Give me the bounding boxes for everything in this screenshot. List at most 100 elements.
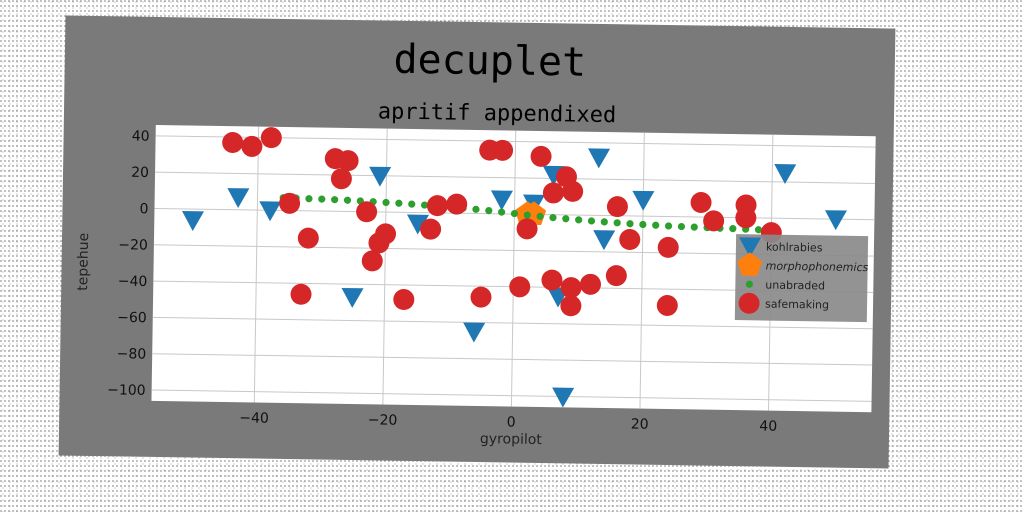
unabraded-point — [536, 212, 544, 220]
chart-subtitle: apritif appendixed — [378, 99, 617, 128]
y-tick-label: −60 — [117, 310, 147, 326]
safemaking-point — [516, 218, 538, 240]
unabraded-point — [485, 207, 493, 215]
unabraded-point — [613, 219, 621, 227]
safemaking-point — [290, 283, 312, 305]
safemaking-point — [337, 150, 359, 172]
y-tick-label: −80 — [117, 346, 147, 362]
safemaking-point — [541, 269, 563, 291]
kohlrabies-point — [182, 210, 205, 231]
safemaking-point — [530, 145, 552, 167]
legend: kohlrabies morphophonemics unabraded safema… — [734, 234, 869, 323]
safemaking-point — [619, 229, 641, 251]
unabraded-point — [600, 218, 608, 226]
unabraded-point — [305, 195, 313, 203]
safemaking-point — [560, 295, 582, 317]
legend-marker-safemaking — [738, 292, 760, 314]
unabraded-point — [690, 223, 698, 231]
unabraded-point — [331, 196, 339, 204]
unabraded-point — [754, 226, 763, 234]
safemaking-point — [606, 196, 628, 218]
unabraded-point — [472, 205, 480, 213]
grid-line-y — [151, 389, 872, 402]
unabraded-point — [626, 220, 634, 228]
tick-labels: −40 −20 0 20 40 40 20 0 −20 −40 −60 −80 −100 — [107, 128, 777, 434]
data-series — [182, 127, 847, 408]
unabraded-point — [510, 209, 519, 218]
unabraded-point — [587, 217, 596, 225]
unabraded-point — [575, 216, 583, 224]
legend-label-unabraded: unabraded — [765, 279, 825, 293]
kohlrabies-point — [588, 148, 611, 169]
unabraded-point — [523, 211, 531, 219]
kohlrabies-point — [259, 201, 282, 222]
y-tick-label: −40 — [118, 274, 148, 290]
chart-title: decuplet — [393, 37, 586, 86]
safemaking-point — [657, 236, 679, 258]
kohlrabies-point — [552, 387, 575, 408]
safemaking-point — [542, 182, 564, 204]
x-tick-label: 20 — [631, 416, 649, 432]
safemaking-point — [703, 210, 725, 232]
grid-line-y — [152, 353, 873, 366]
safemaking-point — [297, 227, 319, 249]
unabraded-point — [664, 222, 673, 230]
y-tick-label: −100 — [107, 382, 146, 399]
safemaking-point — [492, 139, 514, 161]
kohlrabies-point — [369, 166, 392, 187]
legend-marker-morphophonemics — [737, 252, 763, 276]
safemaking-point — [222, 131, 244, 153]
safemaking-point — [509, 276, 531, 298]
safemaking-point — [470, 286, 492, 308]
grid-line-y — [155, 171, 875, 184]
kohlrabies-point — [593, 230, 616, 251]
safemaking-point — [393, 289, 415, 311]
safemaking-point — [562, 180, 584, 202]
legend-marker-unabraded — [745, 280, 753, 288]
series-safemaking — [222, 127, 782, 317]
unabraded-point — [498, 208, 506, 216]
legend-box — [734, 234, 869, 323]
series-kohlrabies — [182, 148, 847, 408]
y-tick-label: −20 — [118, 237, 148, 253]
safemaking-point — [426, 195, 448, 217]
legend-label-morphophonemics: morphophonemics — [766, 260, 869, 275]
safemaking-point — [361, 250, 383, 272]
legend-marker-kohlrabies — [739, 237, 762, 258]
safemaking-point — [279, 192, 301, 214]
chart-canvas: decuplet apritif appendixed −40 −20 0 20 40 4… — [75, 37, 876, 448]
safemaking-point — [241, 135, 263, 157]
y-tick-label: 0 — [139, 201, 148, 217]
safemaking-point — [690, 192, 712, 214]
unabraded-point — [549, 214, 557, 222]
x-tick-label: 40 — [759, 418, 777, 434]
kohlrabies-point — [774, 163, 797, 184]
y-tick-label: 20 — [131, 165, 149, 181]
kohlrabies-point — [406, 214, 429, 235]
legend-label-safemaking: safemaking — [765, 298, 829, 312]
unabraded-point — [382, 198, 390, 207]
grid-line-x — [253, 126, 260, 403]
safemaking-point — [330, 168, 352, 190]
safemaking-point — [605, 265, 627, 287]
safemaking-point — [560, 277, 582, 299]
kohlrabies-point — [824, 210, 847, 231]
y-tick-label: 40 — [132, 128, 150, 144]
grid-line-x — [510, 130, 517, 407]
x-tick-label: 0 — [507, 414, 516, 430]
x-tick-label: −20 — [368, 412, 398, 428]
unabraded-point — [343, 196, 352, 204]
chart-figure: decuplet apritif appendixed −40 −20 0 20 40 4… — [58, 15, 896, 469]
safemaking-point — [260, 127, 282, 149]
safemaking-point — [420, 218, 442, 240]
unabraded-point — [639, 220, 647, 229]
safemaking-point — [735, 207, 757, 229]
unabraded-point — [562, 215, 570, 223]
kohlrabies-point — [490, 190, 513, 211]
grid-line-y — [152, 316, 873, 330]
x-tick-label: −40 — [239, 410, 269, 426]
safemaking-point — [375, 223, 397, 245]
unabraded-point — [420, 201, 429, 209]
unabraded-point — [408, 200, 416, 208]
grid-line-x — [639, 132, 645, 409]
